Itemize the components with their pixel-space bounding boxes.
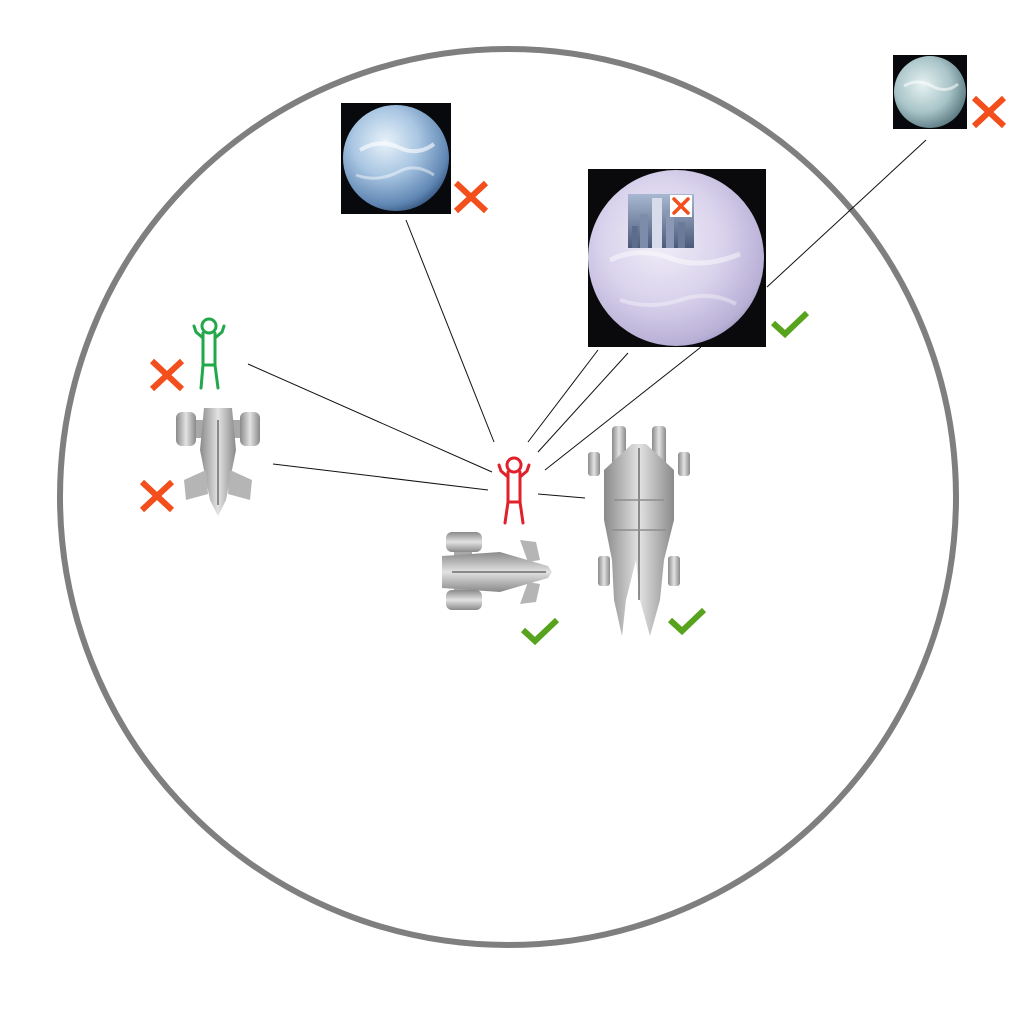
link-line-planet-main [537,352,629,453]
ice-planet-icon [343,105,449,211]
reject-icon [149,358,185,392]
link-line-city [527,349,599,443]
link-lines [247,139,927,499]
link-line-other-ship [272,463,489,491]
other-character[interactable] [192,317,226,390]
link-line-planet-main-surface [544,346,702,471]
accept-icon [520,617,560,646]
accept-icon [770,310,810,339]
other-ship[interactable] [176,408,260,516]
self-ship[interactable] [442,532,552,610]
reject-icon [139,479,175,513]
accept-icon [667,607,707,636]
stick-figure-icon [505,456,523,474]
reject-icon [971,95,1007,129]
reject-icon [453,180,489,214]
link-line-planet-near [405,219,495,443]
stick-figure-icon [200,317,218,335]
large-ship[interactable] [588,426,690,636]
link-line-planet-far [766,139,927,288]
city[interactable] [628,194,694,248]
planet-near[interactable] [341,103,451,214]
self-character[interactable] [497,456,531,525]
link-line-other-character [247,363,493,473]
reject-icon [672,197,690,215]
planet-main[interactable] [588,169,766,347]
link-line-large-ship [537,493,586,499]
ice-planet-icon [894,56,966,128]
city-tower-icon [652,198,662,248]
range-circle [57,46,959,948]
planet-far[interactable] [893,55,967,129]
